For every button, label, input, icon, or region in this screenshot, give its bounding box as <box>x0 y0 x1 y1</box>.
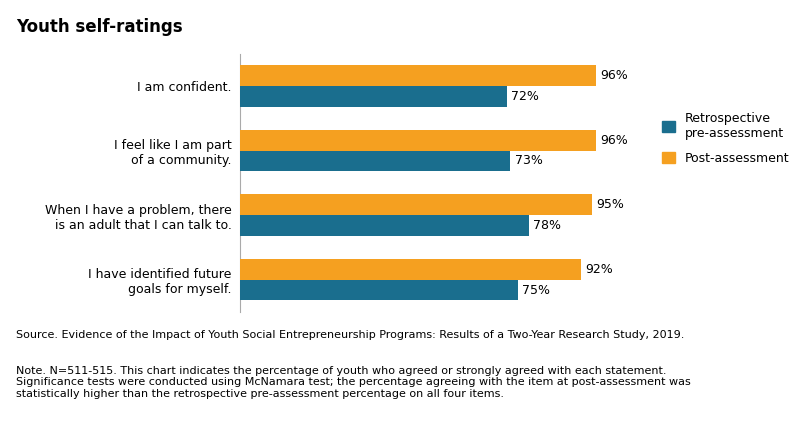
Text: 96%: 96% <box>600 134 628 147</box>
Text: Note. N=511-515. This chart indicates the percentage of youth who agreed or stro: Note. N=511-515. This chart indicates th… <box>16 366 690 399</box>
Bar <box>240 86 506 107</box>
Bar <box>240 215 529 236</box>
Text: 72%: 72% <box>511 90 539 103</box>
Text: 96%: 96% <box>600 69 628 82</box>
Bar <box>240 151 510 171</box>
Text: Youth self-ratings: Youth self-ratings <box>16 18 182 36</box>
Text: 95%: 95% <box>596 198 624 211</box>
Text: 92%: 92% <box>585 263 613 276</box>
Text: 78%: 78% <box>534 219 562 232</box>
Bar <box>240 194 592 215</box>
Text: 75%: 75% <box>522 284 550 297</box>
Bar <box>240 280 518 301</box>
Legend: Retrospective
pre-assessment, Post-assessment: Retrospective pre-assessment, Post-asses… <box>662 112 790 165</box>
Text: Source. Evidence of the Impact of Youth Social Entrepreneurship Programs: Result: Source. Evidence of the Impact of Youth … <box>16 330 684 340</box>
Text: 73%: 73% <box>515 154 542 167</box>
Bar <box>240 130 595 151</box>
Bar <box>240 65 595 86</box>
Bar <box>240 259 581 280</box>
